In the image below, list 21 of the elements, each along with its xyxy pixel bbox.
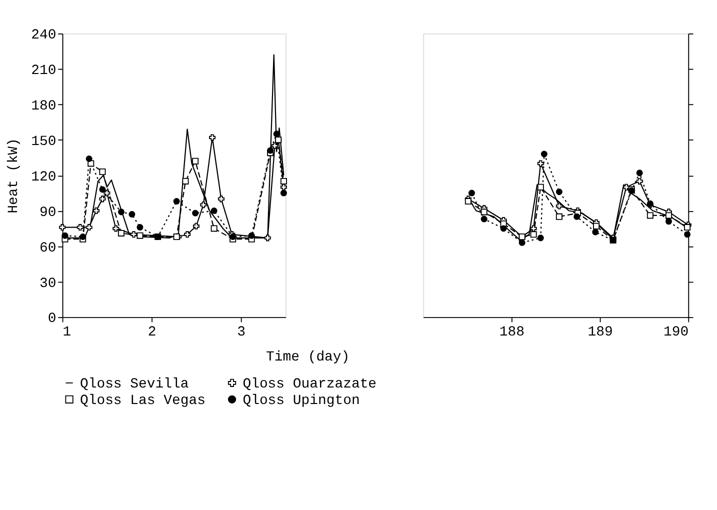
y-tick-label: 0 — [48, 311, 56, 328]
y-tick-label: 90 — [40, 204, 56, 221]
y-tick-label: 30 — [40, 276, 56, 292]
x-tick-label: 3 — [237, 324, 246, 340]
legend-label: Qloss Upington — [242, 393, 360, 410]
legend-label: Qloss Ouarzazate — [242, 376, 377, 393]
y-tick-label: 210 — [31, 63, 56, 80]
x-tick-label: 1 — [62, 324, 72, 340]
x-tick-label: 2 — [148, 324, 156, 340]
y-tick-label: 60 — [40, 240, 56, 256]
x-axis-title: Time (day) — [266, 349, 350, 366]
y-tick-label: 240 — [31, 28, 56, 44]
x-tick-label: 190 — [664, 324, 689, 340]
y-tick-label: 120 — [31, 169, 56, 186]
x-tick-label: 189 — [588, 324, 613, 340]
legend-label: Qloss Sevilla — [80, 376, 189, 393]
x-tick-label: 188 — [499, 324, 524, 340]
legend-label: Qloss Las Vegas — [80, 393, 206, 410]
y-tick-label: 150 — [31, 134, 56, 150]
y-tick-label: 180 — [31, 98, 56, 115]
y-axis-title: Heat (kW) — [6, 138, 22, 214]
